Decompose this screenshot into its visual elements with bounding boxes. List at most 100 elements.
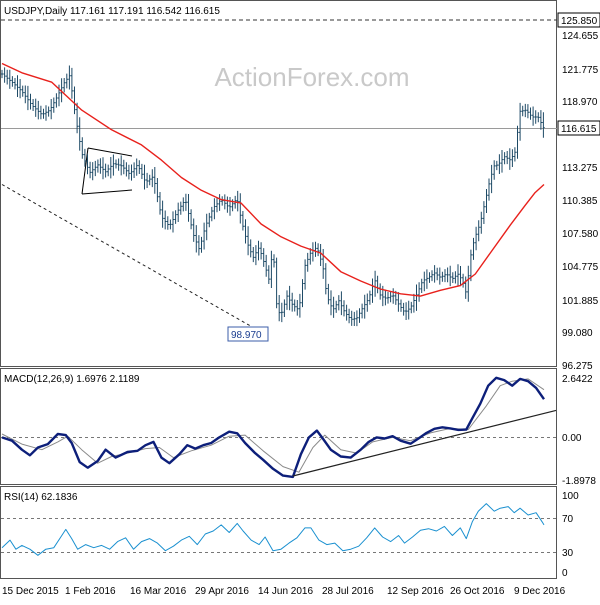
ohlc-bar xyxy=(140,163,144,179)
ohlc-bar xyxy=(327,283,330,305)
ohlc-bar xyxy=(192,218,195,242)
ohlc-bar xyxy=(145,172,149,188)
ohlc-bar xyxy=(355,310,359,327)
ohlc-bar xyxy=(228,197,232,216)
ohlc-bar xyxy=(542,112,545,138)
ohlc-bar xyxy=(329,290,333,316)
ohlc-bar xyxy=(451,272,454,283)
ohlc-bar xyxy=(226,196,229,213)
ohlc-bar xyxy=(195,225,198,253)
ohlc-bar xyxy=(298,293,302,318)
ohlc-bar xyxy=(399,299,403,312)
ohlc-bar xyxy=(117,158,120,171)
ohlc-bar xyxy=(438,267,441,285)
ohlc-bar xyxy=(210,206,213,222)
ohlc-bar xyxy=(254,245,258,266)
ohlc-bar xyxy=(516,125,519,159)
ohlc-bar xyxy=(508,148,511,170)
ohlc-bar xyxy=(306,252,309,272)
ohlc-bar xyxy=(498,154,501,174)
ohlc-bar xyxy=(353,311,356,326)
ohlc-bar xyxy=(99,158,102,174)
price-header: USDJPY,Daily 117.161 117.191 116.542 116… xyxy=(4,6,220,17)
y-tick-label: 104.775 xyxy=(562,262,599,273)
ohlc-bar xyxy=(60,78,63,103)
low-annotation-box xyxy=(227,326,269,342)
ohlc-bar xyxy=(521,105,524,117)
low-annotation: 98.970 xyxy=(231,330,262,341)
ohlc-bar xyxy=(423,271,426,292)
ohlc-bar xyxy=(81,137,84,159)
ohlc-bar xyxy=(16,75,19,97)
ohlc-bar xyxy=(218,194,221,211)
ohlc-bar xyxy=(184,193,188,211)
ohlc-bar xyxy=(303,259,307,290)
ohlc-bar xyxy=(363,294,366,319)
ohlc-bar xyxy=(446,267,449,283)
ohlc-bar xyxy=(291,292,294,312)
watermark-text: ActionForex.com xyxy=(214,62,409,92)
ohlc-bar xyxy=(151,169,154,188)
ohlc-bar xyxy=(241,211,245,231)
ohlc-bar xyxy=(86,154,89,175)
ohlc-bar xyxy=(539,110,543,130)
ohlc-bar xyxy=(122,159,125,175)
ohlc-bar xyxy=(44,105,48,121)
ohlc-bar xyxy=(275,257,278,309)
ohlc-bar xyxy=(288,285,291,311)
ohlc-bar xyxy=(174,210,177,224)
ohlc-bar xyxy=(404,302,408,320)
ohlc-bar xyxy=(537,112,540,123)
x-tick-label: 12 Sep 2016 xyxy=(387,586,444,597)
ohlc-bar xyxy=(208,212,211,228)
ohlc-bar xyxy=(65,73,68,89)
ohlc-bar xyxy=(109,157,112,179)
ohlc-bar xyxy=(83,148,87,167)
ohlc-bar xyxy=(417,282,421,302)
ohlc-bar xyxy=(213,198,216,220)
ohlc-bar xyxy=(472,237,475,260)
ohlc-bar xyxy=(459,266,462,287)
ohlc-bar xyxy=(153,167,156,194)
x-tick-label: 26 Oct 2016 xyxy=(450,586,505,597)
ohlc-bar xyxy=(316,243,320,257)
macd-panel xyxy=(0,368,557,485)
rsi-tick-label: 30 xyxy=(562,548,574,559)
ohlc-bar xyxy=(366,293,369,312)
ohlc-bar xyxy=(171,211,175,233)
x-tick-label: 29 Apr 2016 xyxy=(195,586,249,597)
ohlc-bar xyxy=(425,269,429,289)
ohlc-bar xyxy=(506,151,509,165)
x-tick-label: 14 Jun 2016 xyxy=(258,586,313,597)
ohlc-bar xyxy=(130,164,133,181)
ohlc-bar xyxy=(386,292,390,304)
ohlc-bar xyxy=(132,162,136,178)
macd-header: MACD(12,26,9) 1.6976 2.1189 xyxy=(4,374,140,385)
ohlc-bar xyxy=(464,276,467,299)
ohlc-bar xyxy=(156,178,159,203)
ohlc-bar xyxy=(477,220,480,242)
x-tick-label: 16 Mar 2016 xyxy=(130,586,187,597)
ohlc-bar xyxy=(278,295,281,322)
ohlc-bar xyxy=(47,106,50,117)
ohlc-bar xyxy=(94,160,97,177)
rsi-line xyxy=(1,503,545,556)
ohlc-bar xyxy=(26,85,30,111)
ohlc-bar xyxy=(469,249,473,282)
ohlc-bar xyxy=(0,69,4,79)
ohlc-bar xyxy=(96,159,100,173)
y-tick-label: 96.275 xyxy=(562,361,593,372)
ohlc-bar xyxy=(91,162,94,181)
ohlc-bar xyxy=(503,152,506,165)
ohlc-bar xyxy=(500,150,504,173)
ohlc-bar xyxy=(420,278,423,293)
ohlc-bar xyxy=(270,250,273,288)
ohlc-bar xyxy=(13,78,17,90)
ohlc-bar xyxy=(350,310,353,326)
ohlc-bar xyxy=(518,102,522,141)
ohlc-bar xyxy=(340,291,343,316)
ohlc-bar xyxy=(114,159,118,169)
ohlc-bar xyxy=(262,248,265,267)
y-tick-label: 118.970 xyxy=(562,97,598,108)
ohlc-bar xyxy=(309,248,312,265)
